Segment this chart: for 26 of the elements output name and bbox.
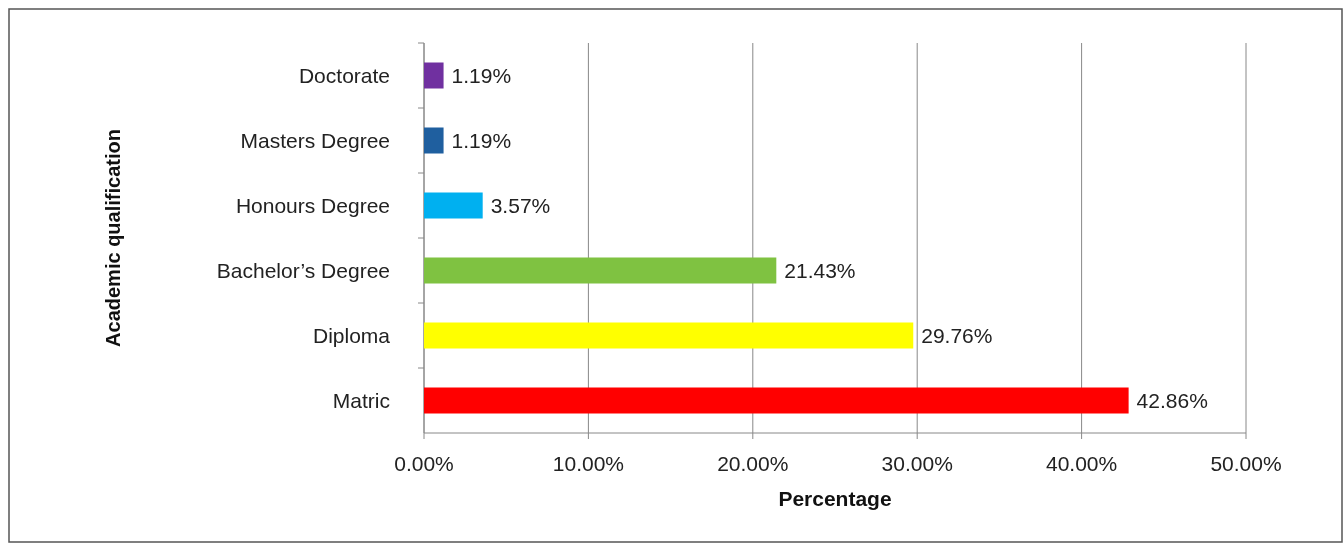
- x-axis-title: Percentage: [778, 487, 892, 510]
- y-axis-title: Academic qualification: [102, 129, 124, 347]
- y-tick-label: Matric: [332, 388, 390, 412]
- y-tick-label: Doctorate: [298, 63, 390, 87]
- y-tick-label: Masters Degree: [240, 128, 390, 152]
- y-tick-label: Diploma: [312, 323, 391, 347]
- bar: [424, 257, 777, 284]
- data-label: 42.86%: [1136, 388, 1208, 412]
- x-tick-label: 50.00%: [1210, 452, 1282, 475]
- data-label: 1.19%: [451, 128, 512, 152]
- bar: [424, 62, 444, 89]
- x-tick-label: 20.00%: [717, 452, 789, 475]
- bar: [424, 192, 483, 219]
- data-label: 3.57%: [490, 193, 551, 217]
- x-tick-label: 10.00%: [552, 452, 625, 475]
- data-label: 1.19%: [451, 63, 512, 87]
- data-label: 21.43%: [784, 258, 856, 282]
- x-tick-label: 40.00%: [1045, 452, 1118, 475]
- bar: [424, 322, 914, 349]
- y-tick-label: Honours Degree: [235, 193, 390, 217]
- data-label: 29.76%: [921, 323, 993, 347]
- y-tick-label: Bachelor’s Degree: [216, 258, 390, 282]
- x-tick-label: 30.00%: [881, 452, 953, 475]
- x-tick-label: 0.00%: [394, 452, 454, 475]
- bar: [424, 127, 444, 154]
- bar: [424, 387, 1129, 414]
